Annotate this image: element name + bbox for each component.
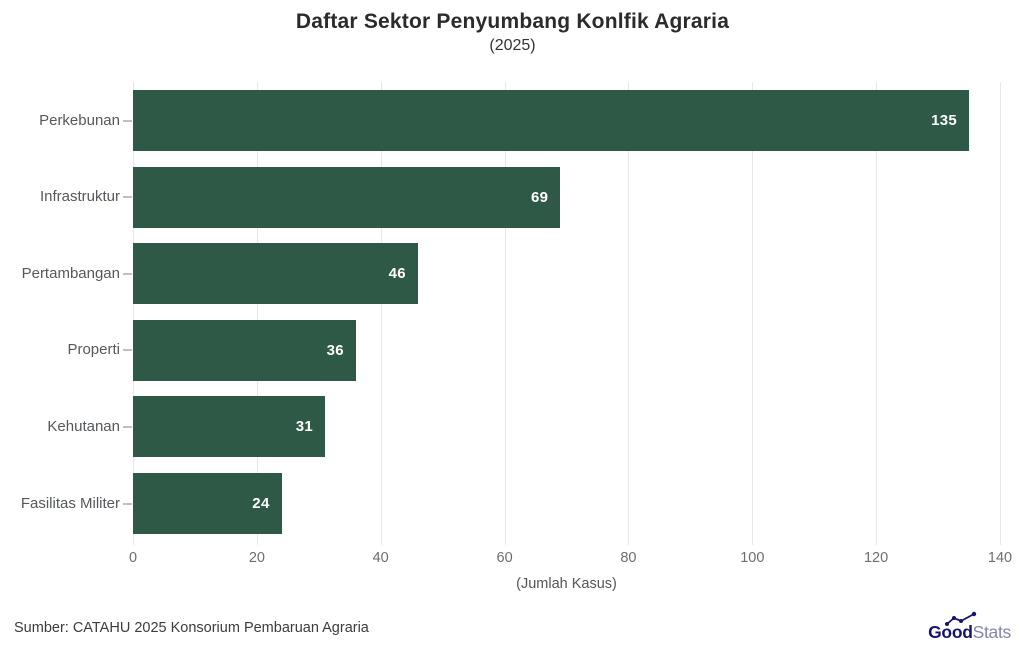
logo-bold-text: Good xyxy=(928,622,973,642)
x-axis-label: (Jumlah Kasus) xyxy=(516,576,617,592)
category-label: Kehutanan xyxy=(47,417,120,435)
category-label: Pertambangan xyxy=(21,264,120,282)
category-tick xyxy=(123,272,132,275)
bar: 24 xyxy=(133,473,282,534)
x-tick-label: 0 xyxy=(128,550,138,566)
gridline xyxy=(380,82,382,545)
category-tick xyxy=(123,425,132,428)
x-tick-label: 80 xyxy=(620,550,637,566)
category-tick xyxy=(123,349,132,352)
goodstats-logo-text: GoodStats xyxy=(928,611,1012,642)
x-tick-label: 100 xyxy=(740,550,765,566)
bar-value-label: 36 xyxy=(326,341,344,359)
x-tick-label: 60 xyxy=(496,550,513,566)
category-label: Fasilitas Militer xyxy=(20,494,120,512)
category-label: Infrastruktur xyxy=(39,188,120,206)
category-label: Properti xyxy=(67,341,120,359)
gridline xyxy=(133,82,134,545)
bar: 31 xyxy=(133,396,325,458)
goodstats-logo: GoodStats xyxy=(928,611,1012,642)
bar-value-label: 135 xyxy=(931,112,957,129)
bar: 46 xyxy=(133,243,418,305)
category-tick xyxy=(123,502,132,505)
gridline xyxy=(1000,82,1001,545)
x-tick-label: 120 xyxy=(863,550,889,566)
trend-line-icon xyxy=(945,611,977,626)
gridline xyxy=(504,82,506,545)
x-tick-label: 20 xyxy=(248,550,265,566)
gridline xyxy=(628,82,630,545)
x-tick-label: 140 xyxy=(987,550,1013,566)
category-tick xyxy=(123,196,132,199)
logo-light-text: Stats xyxy=(972,622,1012,642)
bar-value-label: 46 xyxy=(388,265,406,283)
gridline xyxy=(256,82,258,545)
bar-value-label: 24 xyxy=(252,495,270,512)
source-text: Sumber: CATAHU 2025 Konsorium Pembaruan … xyxy=(14,620,369,636)
category-tick xyxy=(123,119,132,122)
page-subtitle: (2025) xyxy=(489,37,536,54)
bar: 135 xyxy=(133,90,969,151)
plot-area: 0 20 40 60 80 100 120 140 135 69 46 36 31 24 xyxy=(129,82,1012,566)
bar-value-label: 31 xyxy=(295,418,313,436)
bar-value-label: 69 xyxy=(531,188,549,206)
x-tick-label: 40 xyxy=(372,550,389,566)
bar: 69 xyxy=(133,166,561,228)
category-label: Perkebunan xyxy=(39,111,120,129)
gridline xyxy=(752,82,754,545)
gridline xyxy=(876,82,878,545)
page-title: Daftar Sektor Penyumbang Konlfik Agraria xyxy=(295,10,730,33)
bar: 36 xyxy=(133,319,356,381)
